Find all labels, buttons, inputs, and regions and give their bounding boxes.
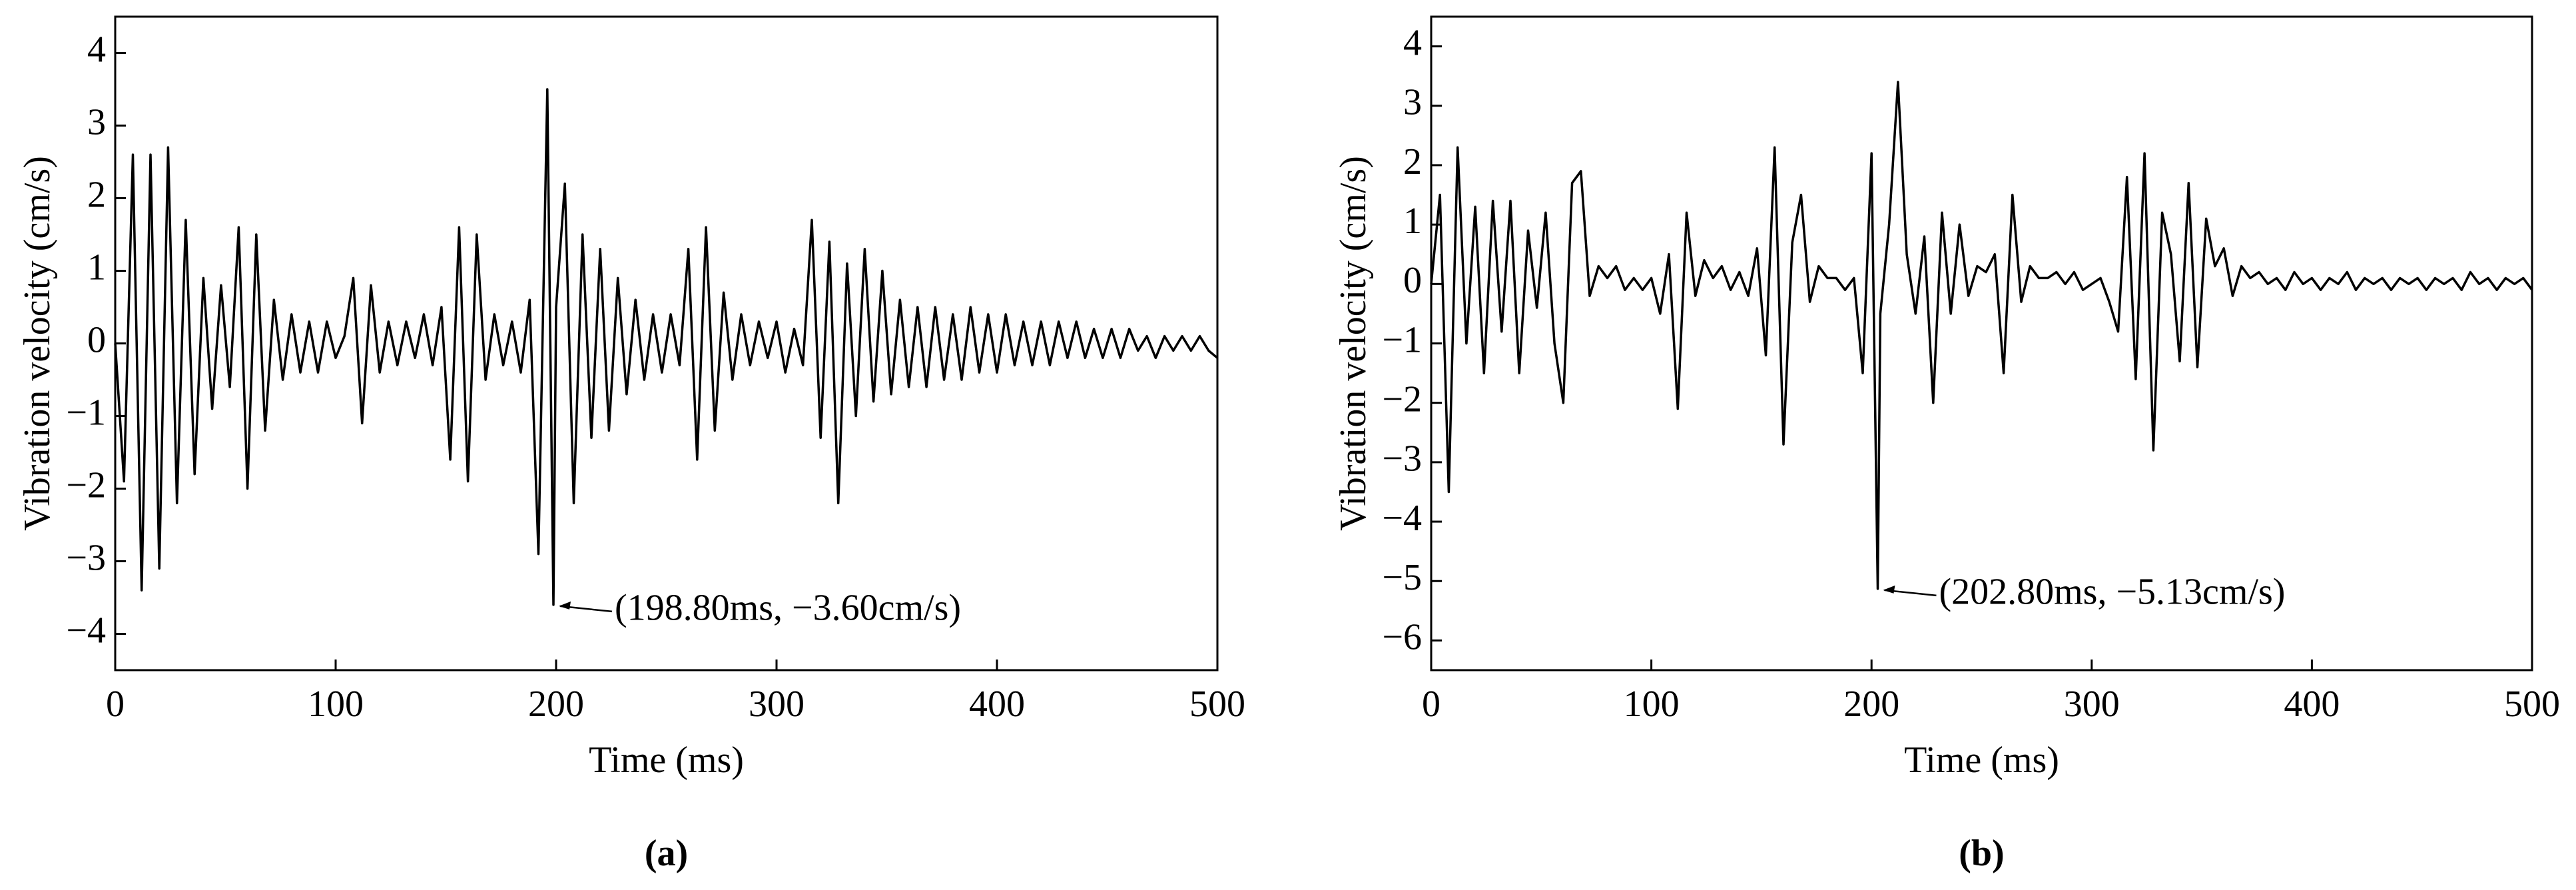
y-tick-label: −1: [1382, 319, 1422, 360]
annotation-text: (202.80ms, −5.13cm/s): [1939, 572, 2285, 613]
x-tick-label: 0: [106, 683, 125, 725]
y-tick-label: 4: [1403, 22, 1422, 63]
y-tick-label: 0: [87, 319, 106, 360]
y-tick-label: 0: [1403, 260, 1422, 301]
y-tick-label: −4: [1382, 498, 1422, 539]
signal-line: [1430, 81, 2533, 590]
x-tick-label: 100: [308, 683, 364, 725]
x-tick-label: 500: [1189, 683, 1245, 725]
x-tick-label: 500: [2504, 683, 2560, 725]
y-tick-label: −6: [1382, 616, 1422, 658]
x-tick-label: 0: [1422, 683, 1441, 725]
x-axis-label: Time (ms): [589, 739, 744, 781]
y-tick-label: 2: [1403, 141, 1422, 183]
y-axis-label: Vibration velocity (cm/s): [1333, 156, 1374, 531]
y-axis-label: Vibration velocity (cm/s): [17, 156, 58, 531]
x-tick-label: 200: [528, 683, 584, 725]
annotation-text: (198.80ms, −3.60cm/s): [615, 588, 961, 629]
y-tick-label: −3: [1382, 438, 1422, 480]
x-tick-label: 100: [1624, 683, 1680, 725]
x-axis-label: Time (ms): [1904, 739, 2059, 781]
y-tick-label: 3: [87, 101, 106, 143]
y-tick-label: −2: [1382, 379, 1422, 420]
y-tick-label: 4: [87, 29, 106, 70]
panel-label: (b): [1959, 833, 2004, 874]
y-tick-label: 2: [87, 174, 106, 215]
x-tick-label: 300: [2064, 683, 2120, 725]
panel-label: (a): [645, 833, 688, 874]
y-tick-label: 1: [87, 246, 106, 288]
y-tick-label: 3: [1403, 82, 1422, 123]
arrow-head: [559, 601, 571, 610]
y-tick-label: −1: [66, 392, 106, 433]
x-tick-label: 200: [1843, 683, 1899, 725]
signal-line: [114, 88, 1219, 606]
y-tick-label: 1: [1403, 201, 1422, 242]
arrow-head: [1883, 585, 1895, 594]
x-tick-label: 400: [2284, 683, 2340, 725]
y-tick-label: −2: [66, 464, 106, 506]
x-tick-label: 400: [969, 683, 1025, 725]
y-tick-label: −4: [66, 610, 106, 651]
y-tick-label: −5: [1382, 557, 1422, 598]
y-tick-label: −3: [66, 537, 106, 578]
x-tick-label: 300: [749, 683, 805, 725]
